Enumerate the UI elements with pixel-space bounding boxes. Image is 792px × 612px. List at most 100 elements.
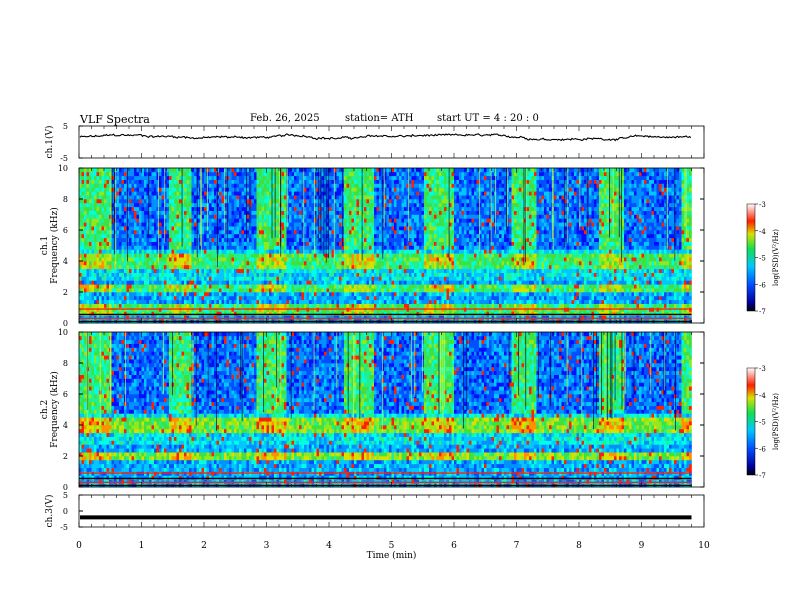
spectrogram-cell (219, 199, 222, 204)
spectrogram-cell (254, 295, 257, 301)
spectrogram-cell (111, 237, 115, 242)
spectrogram-cell (376, 253, 380, 258)
spectrogram-cell (356, 253, 360, 258)
spectrogram-cell (246, 230, 250, 235)
spectrogram-cell (96, 311, 100, 316)
spectrogram-cell (174, 272, 177, 277)
spectrogram-cell (241, 253, 245, 258)
spectrogram-cell (121, 288, 125, 293)
spectrogram-cell (116, 230, 120, 235)
spectrogram-cell (174, 264, 177, 270)
spectrogram-cell (241, 202, 245, 208)
spectrogram-cell (371, 272, 375, 277)
spectrogram-cell (246, 168, 250, 173)
spectrogram-cell (374, 168, 377, 173)
spectrogram-cell (216, 264, 220, 270)
spectrogram-cell (139, 257, 142, 262)
spectrogram-cell (239, 214, 242, 219)
spectrogram-cell (111, 171, 115, 177)
spectrogram-cell (241, 191, 245, 196)
spectrogram-cell (336, 292, 340, 297)
spectrogram-cell (146, 183, 150, 188)
spectrogram-cell (299, 218, 302, 223)
spectrogram-cell (184, 210, 187, 215)
spectrogram-cell (264, 230, 267, 235)
spectrogram-cell (166, 230, 170, 235)
spectrogram-cell (369, 218, 372, 223)
spectrogram-cell (146, 214, 150, 219)
spectrogram-cell (181, 230, 185, 235)
spectrogram-cell (161, 179, 165, 184)
spectrogram-cell (329, 288, 332, 293)
spectrogram-cell (226, 303, 230, 308)
spectrogram-cell (331, 272, 335, 277)
spectrogram-cell (319, 280, 322, 285)
spectrogram-cell (111, 206, 115, 211)
spectrogram-cell (334, 222, 337, 227)
spectrogram-cell (239, 264, 242, 270)
spectrogram-cell (309, 299, 312, 304)
spectrogram-cell (176, 249, 180, 254)
spectrogram-cell (116, 249, 120, 254)
spectrogram-cell (151, 245, 155, 250)
spectrogram-cell (231, 187, 235, 192)
spectrogram-cell (361, 315, 365, 320)
spectrogram-cell (199, 268, 202, 273)
spectrogram-cell (271, 272, 275, 277)
spectrogram-cell (349, 237, 352, 242)
spectrogram-cell (124, 237, 127, 242)
spectrogram-cell (344, 280, 347, 285)
spectrogram-cell (376, 168, 380, 173)
spectrogram-cell (361, 299, 365, 304)
spectrogram-cell (221, 299, 225, 304)
spectrogram-cell (184, 175, 187, 180)
spectrogram-cell (151, 230, 155, 235)
spectrogram-cell (171, 315, 175, 320)
spectrogram-cell (214, 175, 217, 180)
spectrogram-cell (354, 292, 357, 297)
spectrogram-cell (279, 288, 282, 293)
spectrogram-cell (111, 233, 115, 239)
spectrogram-cell (279, 303, 282, 308)
spectrogram-cell (276, 288, 280, 293)
spectrogram-cell (201, 303, 205, 308)
spectrogram-cell (274, 295, 277, 301)
spectrogram-cell (231, 261, 235, 266)
spectrogram-cell (149, 191, 152, 196)
spectrogram-cell (214, 226, 217, 231)
spectrogram-cell (156, 191, 160, 196)
spectrogram-cell (254, 199, 257, 204)
spectrogram-cell (239, 237, 242, 242)
spectrogram-cell (126, 214, 130, 219)
spectrogram-cell (266, 303, 270, 308)
spectrogram-cell (264, 253, 267, 258)
spectrogram-cell (216, 245, 220, 250)
spectrogram-cell (276, 187, 280, 192)
spectrogram-cell (254, 218, 257, 223)
spectrogram-cell (271, 218, 275, 223)
spectrogram-cell (229, 218, 232, 223)
spectrogram-cell (216, 292, 220, 297)
spectrogram-cell (91, 303, 95, 308)
spectrogram-cell (296, 233, 300, 239)
spectrogram-cell (241, 303, 245, 308)
spectrogram-cell (101, 202, 105, 208)
spectrogram-cell (189, 226, 192, 231)
spectrogram-cell (366, 249, 370, 254)
spectrogram-cell (209, 206, 212, 211)
spectrogram-cell (321, 299, 325, 304)
spectrogram-cell (281, 202, 285, 208)
spectrogram-cell (254, 261, 257, 266)
spectrogram-cell (199, 276, 202, 281)
spectrogram-cell (119, 288, 122, 293)
spectrogram-cell (364, 191, 367, 196)
spectrogram-cell (101, 168, 105, 173)
spectrogram-cell (99, 241, 102, 246)
spectrogram-cell (94, 218, 97, 223)
spectrogram-cell (161, 268, 165, 273)
spectrogram-cell (89, 249, 92, 254)
spectrogram-cell (281, 272, 285, 277)
spectrogram-cell (86, 210, 90, 215)
spectrogram-cell (259, 311, 262, 316)
spectrogram-cell (349, 233, 352, 239)
